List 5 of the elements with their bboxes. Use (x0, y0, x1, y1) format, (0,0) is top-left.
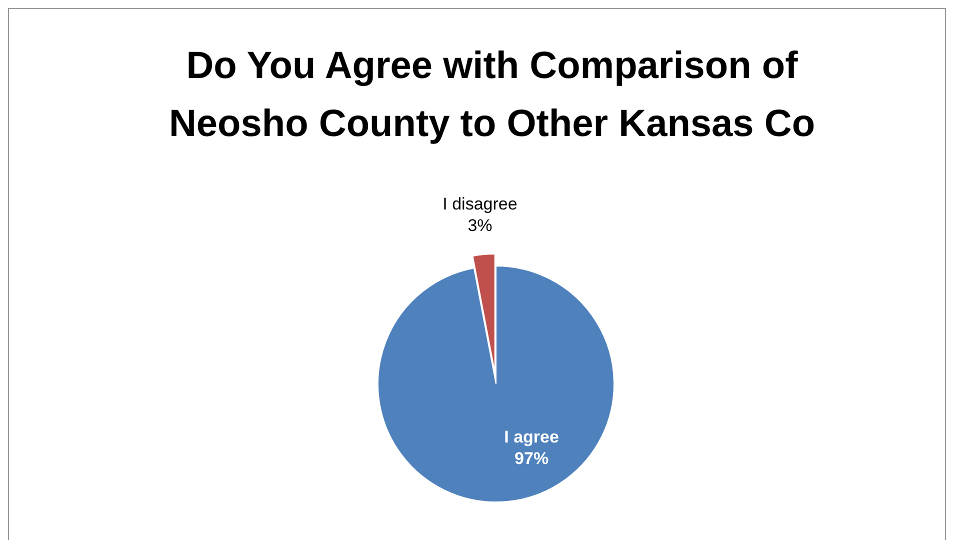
data-label: 97% (514, 448, 549, 468)
data-label: 3% (468, 216, 492, 235)
slice-label: I disagree (442, 194, 518, 214)
slice-label: I agree (504, 428, 559, 447)
chart-title: Do You Agree with Comparison of Neosho County to Other Kansas Co (168, 45, 816, 145)
